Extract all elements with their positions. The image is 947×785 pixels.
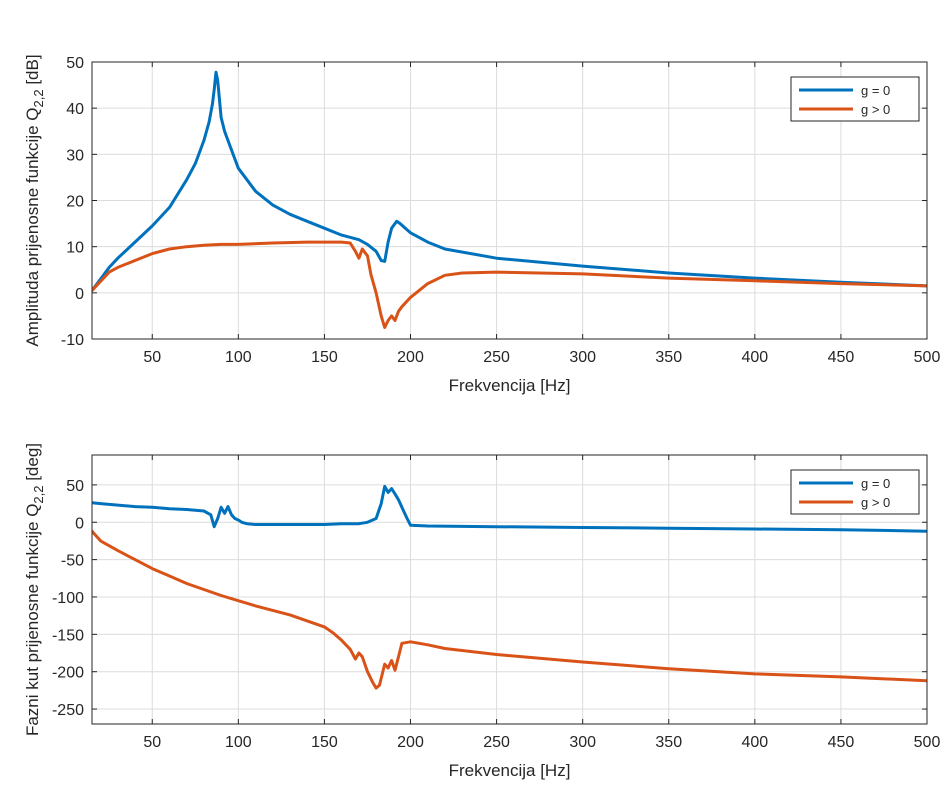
x-tick-label: 200 bbox=[397, 349, 424, 366]
y-tick-label: 30 bbox=[66, 147, 84, 164]
y-tick-label: 0 bbox=[75, 515, 84, 532]
legend-label: g = 0 bbox=[861, 83, 890, 98]
x-tick-label: 500 bbox=[914, 349, 941, 366]
chart-1: 50 100 150 200 250 300 350 400 450 500 -10 0 10 20 30 4… bbox=[23, 54, 940, 395]
legend-label: g > 0 bbox=[861, 495, 890, 510]
x-tick-label: 250 bbox=[483, 734, 510, 751]
legend-box bbox=[790, 76, 920, 122]
series-line-g-gt-0 bbox=[92, 240, 927, 329]
x-tick-label: 300 bbox=[569, 349, 596, 366]
y-tick-label: -200 bbox=[52, 665, 84, 682]
y-axis-label-main: Fazni kut prijenosne funkcije Q bbox=[23, 504, 42, 736]
x-tick-label: 400 bbox=[741, 734, 768, 751]
y-axis-label-subscript: 2,2 bbox=[31, 89, 46, 107]
y-tick-label: -150 bbox=[52, 627, 84, 644]
y-tick-label: 0 bbox=[75, 286, 84, 303]
legend: g = 0 g > 0 bbox=[790, 76, 920, 122]
y-axis-label-main: Amplituda prijenosne funkcije Q bbox=[23, 107, 42, 346]
x-tick-label: 350 bbox=[655, 734, 682, 751]
series-line-g-gt-0 bbox=[92, 529, 927, 690]
x-tick-label: 150 bbox=[311, 734, 338, 751]
x-tick-label: 250 bbox=[483, 349, 510, 366]
x-tick-label: 200 bbox=[397, 734, 424, 751]
x-tick-label: 450 bbox=[828, 734, 855, 751]
x-tick-label: 300 bbox=[569, 734, 596, 751]
series-line-g-eq-0 bbox=[92, 484, 927, 533]
legend-box bbox=[790, 469, 920, 515]
y-axis-label-subscript: 2,2 bbox=[31, 486, 46, 504]
legend-label: g > 0 bbox=[861, 102, 890, 117]
axes-box bbox=[91, 454, 928, 725]
x-tick-label: 100 bbox=[225, 734, 252, 751]
x-axis-label: Frekvencija [Hz] bbox=[449, 761, 571, 780]
y-axis-label-unit: [deg] bbox=[23, 443, 42, 486]
x-tick-label: 350 bbox=[655, 349, 682, 366]
y-tick-label: 40 bbox=[66, 101, 84, 118]
x-tick-label: 450 bbox=[828, 349, 855, 366]
x-tick-label: 100 bbox=[225, 349, 252, 366]
y-tick-label: -250 bbox=[52, 702, 84, 719]
series-line-g-eq-0 bbox=[92, 70, 927, 292]
legend: g = 0 g > 0 bbox=[790, 469, 920, 515]
x-tick-label: 50 bbox=[143, 349, 161, 366]
y-tick-label: -10 bbox=[61, 332, 84, 349]
y-axis-label: Fazni kut prijenosne funkcije Q2,2 [deg] bbox=[23, 443, 46, 736]
y-tick-label: 50 bbox=[66, 478, 84, 495]
y-tick-label: 50 bbox=[66, 55, 84, 72]
y-tick-label: -100 bbox=[52, 590, 84, 607]
x-tick-label: 400 bbox=[741, 349, 768, 366]
x-tick-label: 150 bbox=[311, 349, 338, 366]
y-tick-label: 20 bbox=[66, 194, 84, 211]
y-tick-label: -50 bbox=[61, 553, 84, 570]
y-axis-label-unit: [dB] bbox=[23, 54, 42, 89]
chart-2: 50 100 150 200 250 300 350 400 450 500-250-200-15… bbox=[23, 443, 940, 780]
x-tick-label: 50 bbox=[143, 734, 161, 751]
plot-area bbox=[92, 455, 927, 724]
y-axis-label: Amplituda prijenosne funkcije Q2,2 [dB] bbox=[23, 54, 46, 346]
x-tick-label: 500 bbox=[914, 734, 941, 751]
legend-label: g = 0 bbox=[861, 476, 890, 491]
x-axis-label: Frekvencija [Hz] bbox=[449, 376, 571, 395]
y-tick-label: 10 bbox=[66, 240, 84, 257]
